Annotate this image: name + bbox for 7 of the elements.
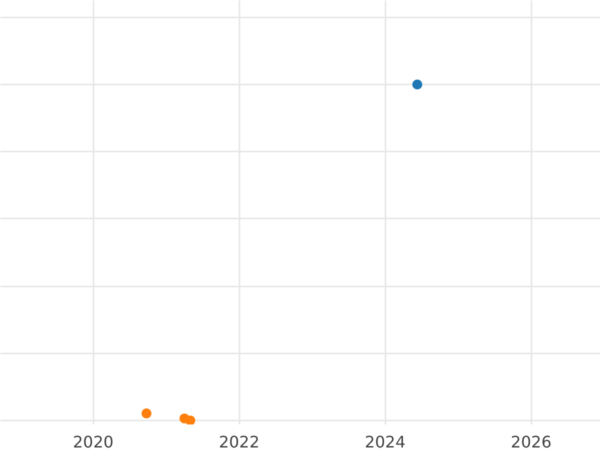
x-tick-label: 2020 (72, 432, 114, 450)
point (185, 415, 196, 424)
point (412, 80, 422, 90)
point (141, 408, 152, 418)
x-tick-label: 2022 (218, 432, 260, 450)
x-tick-label: 2024 (364, 432, 406, 450)
x-tick-label: 2026 (510, 432, 552, 450)
